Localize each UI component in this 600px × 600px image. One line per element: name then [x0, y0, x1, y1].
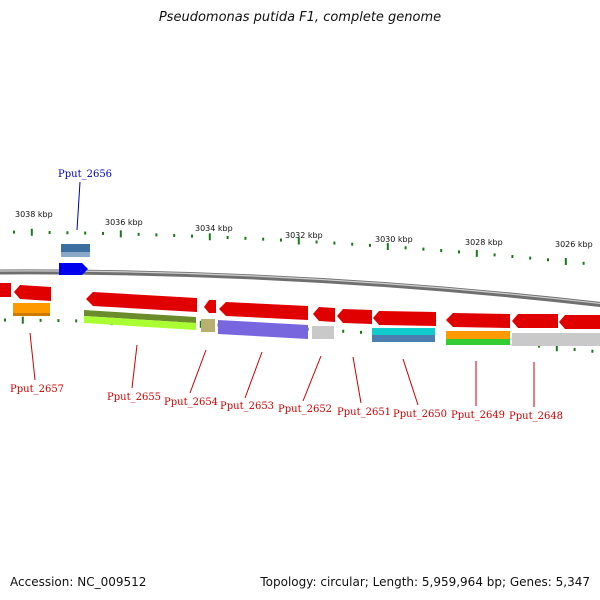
feature-blue-gray-bottom	[61, 252, 90, 257]
tick-label-3026: 3026 kbp	[555, 240, 593, 249]
feature-steelblue-2650	[372, 335, 435, 342]
callout-line-2655	[131, 344, 138, 389]
gene-label-2650[interactable]: Pput_2650	[393, 409, 447, 420]
gene-label-2648[interactable]: Pput_2648	[509, 411, 563, 422]
gene-label-2649[interactable]: Pput_2649	[451, 410, 505, 421]
feature-olive-2655	[84, 310, 196, 323]
map-title: Pseudomonas putida F1, complete genome	[158, 10, 442, 25]
gene-labels: Pput_2656 Pput_2657 Pput_2655 Pput_2654 …	[10, 169, 563, 422]
forward-strand-features	[59, 244, 90, 275]
accession-text: Accession: NC_009512	[10, 575, 147, 589]
gene-arrow-pput-2655[interactable]	[86, 292, 197, 312]
tick-label-3036: 3036 kbp	[105, 218, 143, 227]
gene-label-2652[interactable]: Pput_2652	[278, 404, 332, 415]
tick-label-3028: 3028 kbp	[465, 238, 503, 247]
gene-arrow-pput-2653[interactable]	[219, 302, 308, 320]
callout-line-2651	[352, 356, 362, 404]
tick-label-3038: 3038 kbp	[15, 210, 53, 219]
gene-arrow-pput-2650[interactable]	[373, 311, 436, 326]
feature-green-2649	[446, 339, 510, 345]
feature-cyan-2650	[372, 328, 435, 335]
gene-label-2657[interactable]: Pput_2657	[10, 384, 64, 395]
gene-label-2655[interactable]: Pput_2655	[107, 392, 161, 403]
gene-arrow-pput-2656[interactable]	[59, 263, 88, 275]
feature-gray-2652	[312, 326, 334, 339]
gene-arrow-right-edge[interactable]	[559, 315, 600, 329]
gene-arrow-pput-2649[interactable]	[446, 313, 510, 328]
gene-label-2656[interactable]: Pput_2656	[58, 169, 112, 180]
feature-orange-2657-shade	[13, 313, 50, 316]
feature-lime-2655	[84, 316, 196, 330]
callout-line-2652	[302, 355, 322, 402]
gene-arrow-pput-2652[interactable]	[313, 307, 335, 322]
feature-blue-gray-top	[61, 244, 90, 252]
callout-line-2657	[29, 332, 36, 381]
gene-label-2651[interactable]: Pput_2651	[337, 407, 391, 418]
gene-label-2653[interactable]: Pput_2653	[220, 401, 274, 412]
tick-label-3034: 3034 kbp	[195, 224, 233, 233]
tick-label-3030: 3030 kbp	[375, 235, 413, 244]
reverse-strand-genes	[0, 283, 600, 329]
feature-khaki-2654	[201, 319, 215, 332]
feature-purple-2653	[218, 320, 308, 339]
tick-label-3032: 3032 kbp	[285, 231, 323, 240]
annotation-features	[13, 303, 600, 346]
gene-arrow-pput-2648[interactable]	[512, 314, 558, 328]
feature-gray-2648	[512, 333, 600, 346]
feature-orange-2649	[446, 331, 510, 339]
kbp-labels: 3038 kbp 3036 kbp 3034 kbp 3032 kbp 3030…	[15, 210, 593, 249]
feature-orange-2657	[13, 303, 50, 316]
genome-summary-text: Topology: circular; Length: 5,959,964 bp…	[260, 575, 590, 589]
callout-line-2653	[244, 351, 263, 399]
gene-label-2654[interactable]: Pput_2654	[164, 397, 218, 408]
outer-tick-marks	[13, 228, 585, 266]
callout-line-2650	[402, 358, 419, 406]
gene-arrow-pput-2654[interactable]	[204, 300, 216, 313]
callout-line-2654	[189, 349, 207, 394]
gene-arrow-pput-2657[interactable]	[14, 285, 51, 301]
gene-arrow-left-edge[interactable]	[0, 283, 11, 297]
gene-callout-lines	[29, 181, 535, 407]
gene-arrow-pput-2651[interactable]	[337, 309, 372, 324]
callout-line-2656	[76, 181, 81, 231]
